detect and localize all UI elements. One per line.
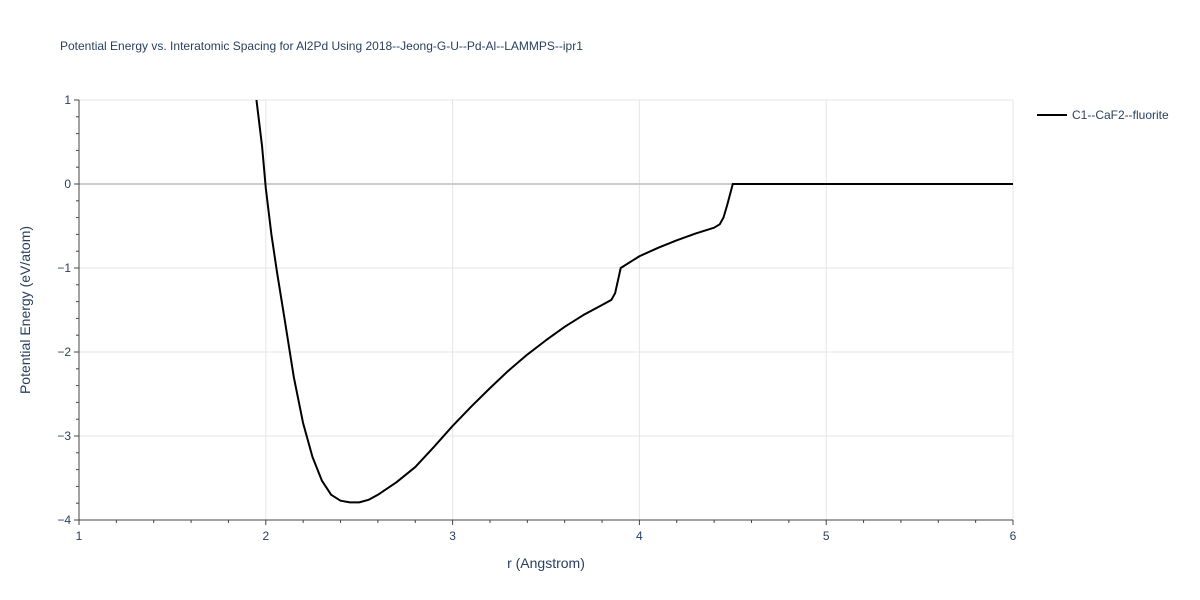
y-tick-label: −2 [57, 345, 71, 359]
chart-title: Potential Energy vs. Interatomic Spacing… [60, 39, 583, 53]
x-tick-label: 5 [823, 529, 830, 543]
axes: 1 2 3 4 5 6 1 0 −1 −2 −3 −4 [57, 93, 1016, 543]
x-tick-label: 2 [262, 529, 269, 543]
y-axis-title: Potential Energy (eV/atom) [17, 226, 33, 394]
x-tick-label: 1 [76, 529, 83, 543]
series-line [255, 99, 1013, 504]
x-tick-label: 3 [449, 529, 456, 543]
grid [79, 99, 1014, 520]
x-axis-title: r (Angstrom) [507, 555, 585, 571]
y-tick-label: −3 [57, 429, 71, 443]
y-tick-label: 1 [64, 93, 71, 107]
x-tick-label: 6 [1010, 529, 1017, 543]
x-tick-label: 4 [636, 529, 643, 543]
y-tick-label: −4 [57, 513, 71, 527]
y-tick-label: 0 [64, 177, 71, 191]
legend-label: C1--CaF2--fluorite [1072, 108, 1169, 122]
legend: C1--CaF2--fluorite [1037, 108, 1169, 122]
series-layer [255, 99, 1013, 504]
y-tick-label: −1 [57, 261, 71, 275]
